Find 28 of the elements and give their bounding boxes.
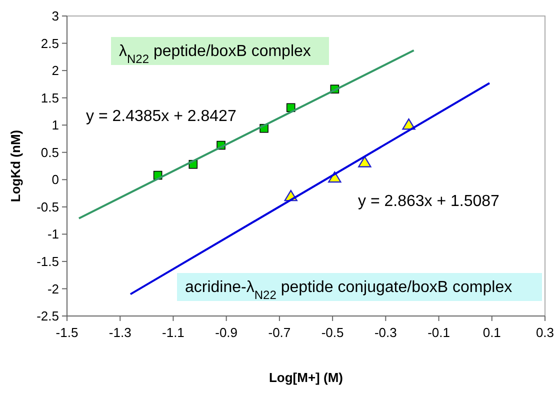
x-tick-label: 0.1 (482, 325, 501, 340)
series-label: λ$_{N22}$ peptide/boxB complex (119, 43, 311, 66)
x-tick-label: -1.3 (108, 325, 132, 340)
y-tick-label: 0.5 (40, 144, 59, 160)
y-tick-label: 3 (52, 8, 59, 24)
y-tick-label: -0.5 (36, 199, 59, 214)
annotation: y = 2.863x + 1.5087 (358, 193, 500, 210)
y-axis-title: LogKd (nM) (8, 130, 23, 202)
y-tick-label: 1.5 (40, 90, 59, 106)
x-tick-label: -0.5 (321, 325, 344, 340)
series-label: acridine-λ$_{N22}$ peptide conjugate/boxB complex (185, 279, 512, 302)
point (358, 156, 372, 168)
y-tick-label: -2.5 (36, 308, 59, 324)
y-tick-label: -1.5 (36, 254, 59, 270)
x-tick-label: -1.1 (162, 325, 184, 340)
y-tick-label: 0 (52, 172, 59, 188)
x-tick-label: -0.7 (268, 325, 291, 340)
y-tick-label: -1 (47, 226, 59, 242)
y-tick-label: 1 (52, 118, 59, 133)
x-tick-label: -0.9 (215, 325, 238, 340)
x-tick-label: -0.1 (428, 325, 450, 340)
x-axis-title: Log[M+] (M) (268, 370, 344, 385)
y-tick-label: 2.5 (40, 36, 59, 51)
y-tick-label: -2 (47, 281, 59, 296)
annotation: y = 2.4385x + 2.8427 (86, 108, 236, 125)
y-tick-label: 2 (52, 63, 59, 78)
x-tick-label: 0.3 (536, 325, 554, 340)
x-tick-label: -0.3 (374, 325, 397, 340)
